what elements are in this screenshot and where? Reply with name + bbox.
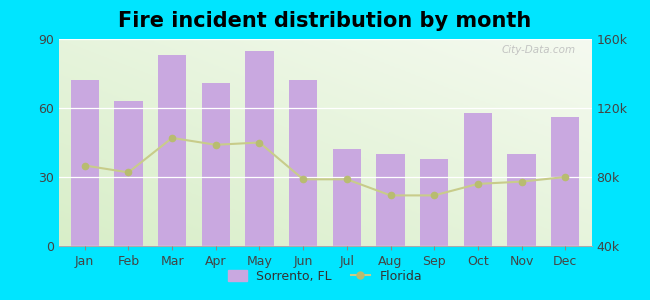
Bar xyxy=(245,50,274,246)
Bar xyxy=(463,112,492,246)
Bar xyxy=(551,117,580,246)
Bar xyxy=(70,80,99,246)
Bar xyxy=(202,83,230,246)
Bar xyxy=(333,149,361,246)
Bar xyxy=(376,154,405,246)
Legend: Sorrento, FL, Florida: Sorrento, FL, Florida xyxy=(223,265,427,288)
Text: City-Data.com: City-Data.com xyxy=(501,45,575,55)
Bar xyxy=(114,101,142,246)
Text: Fire incident distribution by month: Fire incident distribution by month xyxy=(118,11,532,31)
Bar xyxy=(158,55,187,246)
Bar xyxy=(289,80,317,246)
Bar xyxy=(420,159,448,246)
Bar xyxy=(508,154,536,246)
